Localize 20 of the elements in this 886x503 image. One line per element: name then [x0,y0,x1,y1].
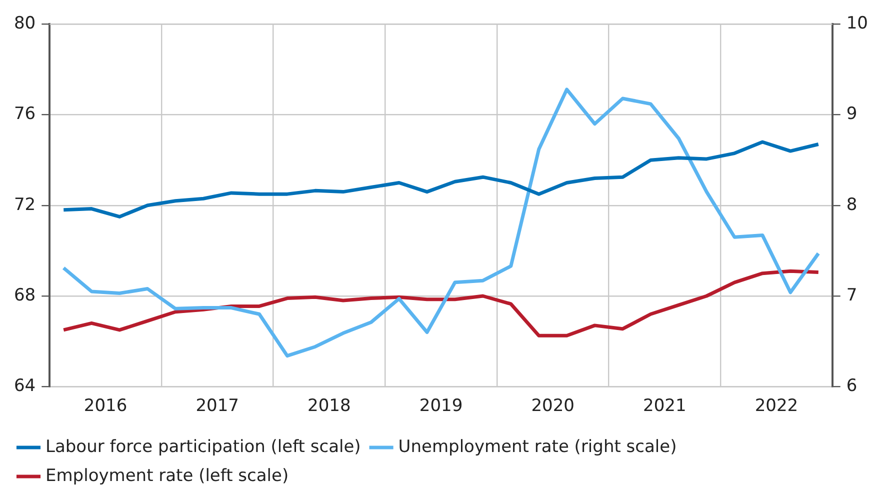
y2-tick-label: 6 [846,376,858,396]
y-tick-label: 68 [14,285,36,306]
y-tick-label: 76 [14,104,36,124]
x-tick-label: 2020 [531,396,574,416]
y2-tick-label: 10 [846,14,868,34]
legend-label: Unemployment rate (right scale) [398,436,677,457]
x-tick-label: 2018 [308,396,351,416]
y2-tick-label: 8 [846,194,858,215]
y-tick-label: 80 [14,14,36,34]
y-tick-label: 64 [14,376,36,396]
y2-tick-label: 9 [846,104,858,124]
x-tick-label: 2019 [419,396,463,416]
x-tick-label: 2016 [84,396,128,416]
x-tick-label: 2022 [754,396,798,416]
y-tick-label: 72 [14,194,36,215]
x-tick-label: 2017 [196,396,239,416]
legend-label: Employment rate (left scale) [46,466,289,486]
legend-label: Labour force participation (left scale) [46,436,361,457]
x-tick-label: 2021 [643,396,686,416]
y2-tick-label: 7 [846,285,858,306]
